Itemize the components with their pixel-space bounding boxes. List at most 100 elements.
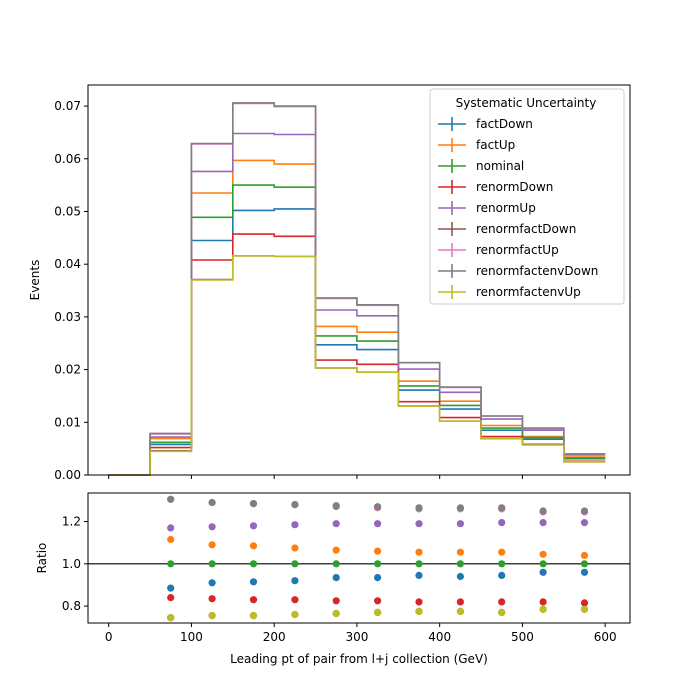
ratio-point-renormDown	[332, 597, 340, 605]
ratio-point-renormUp	[415, 520, 423, 528]
ratio-point-renormDown	[498, 598, 506, 606]
ratio-point-nominal	[167, 560, 175, 568]
ratio-point-renormfactenvDown	[374, 503, 382, 511]
legend-label-renormUp: renormUp	[476, 201, 536, 215]
ratio-point-nominal	[332, 560, 340, 568]
legend-label-renormfactDown: renormfactDown	[476, 222, 576, 236]
ratio-point-renormDown	[374, 597, 382, 605]
ratio-point-nominal	[498, 560, 506, 568]
ratio-panel: 0.8 1.0 1.2 0 100 200 300 400 500 600 Ratio Leading…	[35, 492, 631, 666]
ratio-point-factUp	[456, 548, 464, 556]
legend-item-factDown: factDown	[438, 117, 533, 131]
ratio-point-renormUp	[332, 520, 340, 528]
legend-label-factUp: factUp	[476, 138, 515, 152]
ratio-point-nominal	[208, 560, 216, 568]
histogram-series-renormfactenvDown	[108, 102, 606, 476]
top-ytick-label: 0.03	[54, 310, 81, 324]
ratio-point-nominal	[249, 560, 258, 568]
ratio-ylabel: Ratio	[35, 543, 49, 574]
ratio-point-renormfactenvUp	[580, 605, 589, 613]
ratio-point-renormfactenvDown	[580, 507, 589, 515]
ratio-point-factDown	[374, 574, 382, 582]
ratio-point-nominal	[374, 560, 382, 568]
top-ytick-label: 0.04	[54, 257, 81, 271]
legend-label-renormDown: renormDown	[476, 180, 553, 194]
ratio-point-factDown	[580, 568, 589, 576]
ratio-point-factDown	[167, 584, 175, 592]
ratio-point-renormfactenvDown	[249, 500, 258, 508]
legend-item-renormfactenvUp: renormfactenvUp	[438, 285, 581, 299]
legend: Systematic Uncertainty factDown factUp nomi…	[429, 88, 625, 305]
ratio-point-factUp	[498, 548, 506, 556]
ratio-point-factDown	[291, 577, 299, 585]
ratio-point-renormfactenvUp	[208, 612, 216, 620]
ratio-point-factDown	[539, 568, 547, 576]
ratio-point-renormUp	[249, 522, 258, 530]
ratio-point-renormfactenvDown	[498, 504, 506, 512]
ratio-point-factUp	[374, 547, 382, 555]
top-ytick-label: 0.01	[54, 415, 81, 429]
legend-label-renormfactenvDown: renormfactenvDown	[476, 264, 598, 278]
ratio-point-nominal	[291, 560, 299, 568]
legend-label-renormfactUp: renormfactUp	[476, 243, 559, 257]
ratio-point-renormUp	[456, 520, 464, 528]
ratio-xtick-label: 0	[105, 630, 113, 644]
legend-title: Systematic Uncertainty	[456, 96, 597, 110]
ratio-point-renormUp	[167, 524, 175, 532]
ratio-point-renormfactenvUp	[456, 607, 464, 616]
ratio-point-renormfactenvUp	[249, 612, 258, 620]
top-ytick-label: 0.05	[54, 204, 81, 218]
ratio-point-renormfactenvDown	[208, 498, 216, 507]
ratio-point-renormUp	[291, 521, 299, 529]
ratio-point-renormUp	[580, 519, 589, 527]
xlabel: Leading pt of pair from l+j collection (…	[230, 652, 488, 666]
ratio-point-factUp	[539, 550, 547, 558]
ratio-point-renormUp	[208, 523, 216, 531]
ratio-point-factUp	[208, 541, 216, 549]
ratio-point-factDown	[415, 571, 423, 580]
legend-label-factDown: factDown	[476, 117, 533, 131]
ratio-xtick-label: 600	[594, 630, 617, 644]
ratio-point-nominal	[456, 560, 464, 568]
top-panel: 0.00 0.01 0.02 0.03 0.04 0.05 0.06 0.07 Events Sy…	[28, 84, 631, 482]
ratio-point-factDown	[456, 572, 464, 581]
ratio-point-renormfactenvDown	[291, 501, 299, 509]
ratio-point-factUp	[415, 548, 423, 556]
legend-item-renormDown: renormDown	[438, 180, 553, 194]
ratio-axes-frame	[87, 492, 631, 624]
ratio-ytick-label: 0.8	[62, 599, 81, 613]
legend-item-renormfactUp: renormfactUp	[438, 243, 559, 257]
top-ylabel: Events	[28, 260, 42, 301]
ratio-point-renormUp	[374, 520, 382, 528]
ratio-point-renormfactenvDown	[167, 495, 175, 503]
ratio-point-factDown	[498, 571, 506, 580]
histogram-series-renormfactenvUp	[108, 255, 606, 476]
ratio-point-renormfactenvUp	[539, 605, 547, 613]
ratio-point-renormDown	[415, 598, 423, 606]
ratio-point-nominal	[415, 560, 423, 568]
ratio-xtick-label: 400	[428, 630, 451, 644]
ratio-point-renormfactenvUp	[415, 607, 423, 616]
top-ytick-label: 0.07	[54, 99, 81, 113]
ratio-point-renormDown	[456, 598, 464, 606]
ratio-point-factUp	[580, 551, 589, 560]
ratio-point-nominal	[580, 560, 589, 568]
ratio-point-renormfactenvDown	[539, 507, 547, 515]
top-axes-frame	[87, 84, 631, 476]
ratio-point-renormfactenvDown	[456, 504, 464, 512]
ratio-point-renormDown	[580, 599, 589, 607]
top-ytick-label: 0.06	[54, 152, 81, 166]
ratio-point-renormfactenvUp	[374, 608, 382, 617]
ratio-point-factUp	[249, 542, 258, 550]
ratio-point-renormfactenvDown	[332, 502, 340, 510]
ratio-point-renormDown	[167, 594, 175, 602]
ratio-point-renormfactenvUp	[167, 614, 175, 622]
ratio-point-renormfactenvDown	[415, 504, 423, 512]
legend-item-renormfactenvDown: renormfactenvDown	[438, 264, 598, 278]
ratio-xtick-label: 300	[345, 630, 368, 644]
ratio-point-factDown	[208, 579, 216, 587]
legend-item-nominal: nominal	[438, 159, 524, 173]
ratio-point-renormfactenvUp	[498, 608, 506, 617]
top-ytick-label: 0.02	[54, 363, 81, 377]
